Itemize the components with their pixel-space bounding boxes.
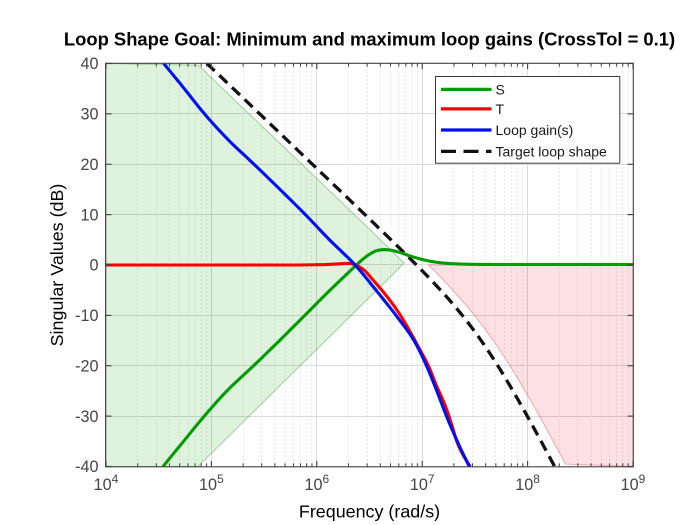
svg-text:-30: -30: [75, 408, 98, 426]
svg-text:30: 30: [80, 106, 98, 124]
svg-text:-40: -40: [75, 458, 98, 476]
svg-text:-20: -20: [75, 357, 98, 375]
svg-text:Target loop shape: Target loop shape: [496, 144, 608, 160]
svg-text:S: S: [496, 82, 505, 98]
svg-text:Singular Values (dB): Singular Values (dB): [47, 184, 67, 347]
svg-text:Loop gain(s): Loop gain(s): [496, 122, 574, 138]
svg-text:20: 20: [80, 156, 98, 174]
svg-text:Frequency (rad/s): Frequency (rad/s): [299, 502, 440, 522]
svg-text:Loop Shape Goal: Minimum and m: Loop Shape Goal: Minimum and maximum loo…: [64, 28, 675, 49]
svg-text:-10: -10: [75, 307, 98, 325]
svg-text:T: T: [496, 101, 505, 117]
svg-text:10: 10: [80, 206, 98, 224]
svg-text:40: 40: [80, 55, 98, 73]
svg-text:0: 0: [89, 257, 98, 275]
